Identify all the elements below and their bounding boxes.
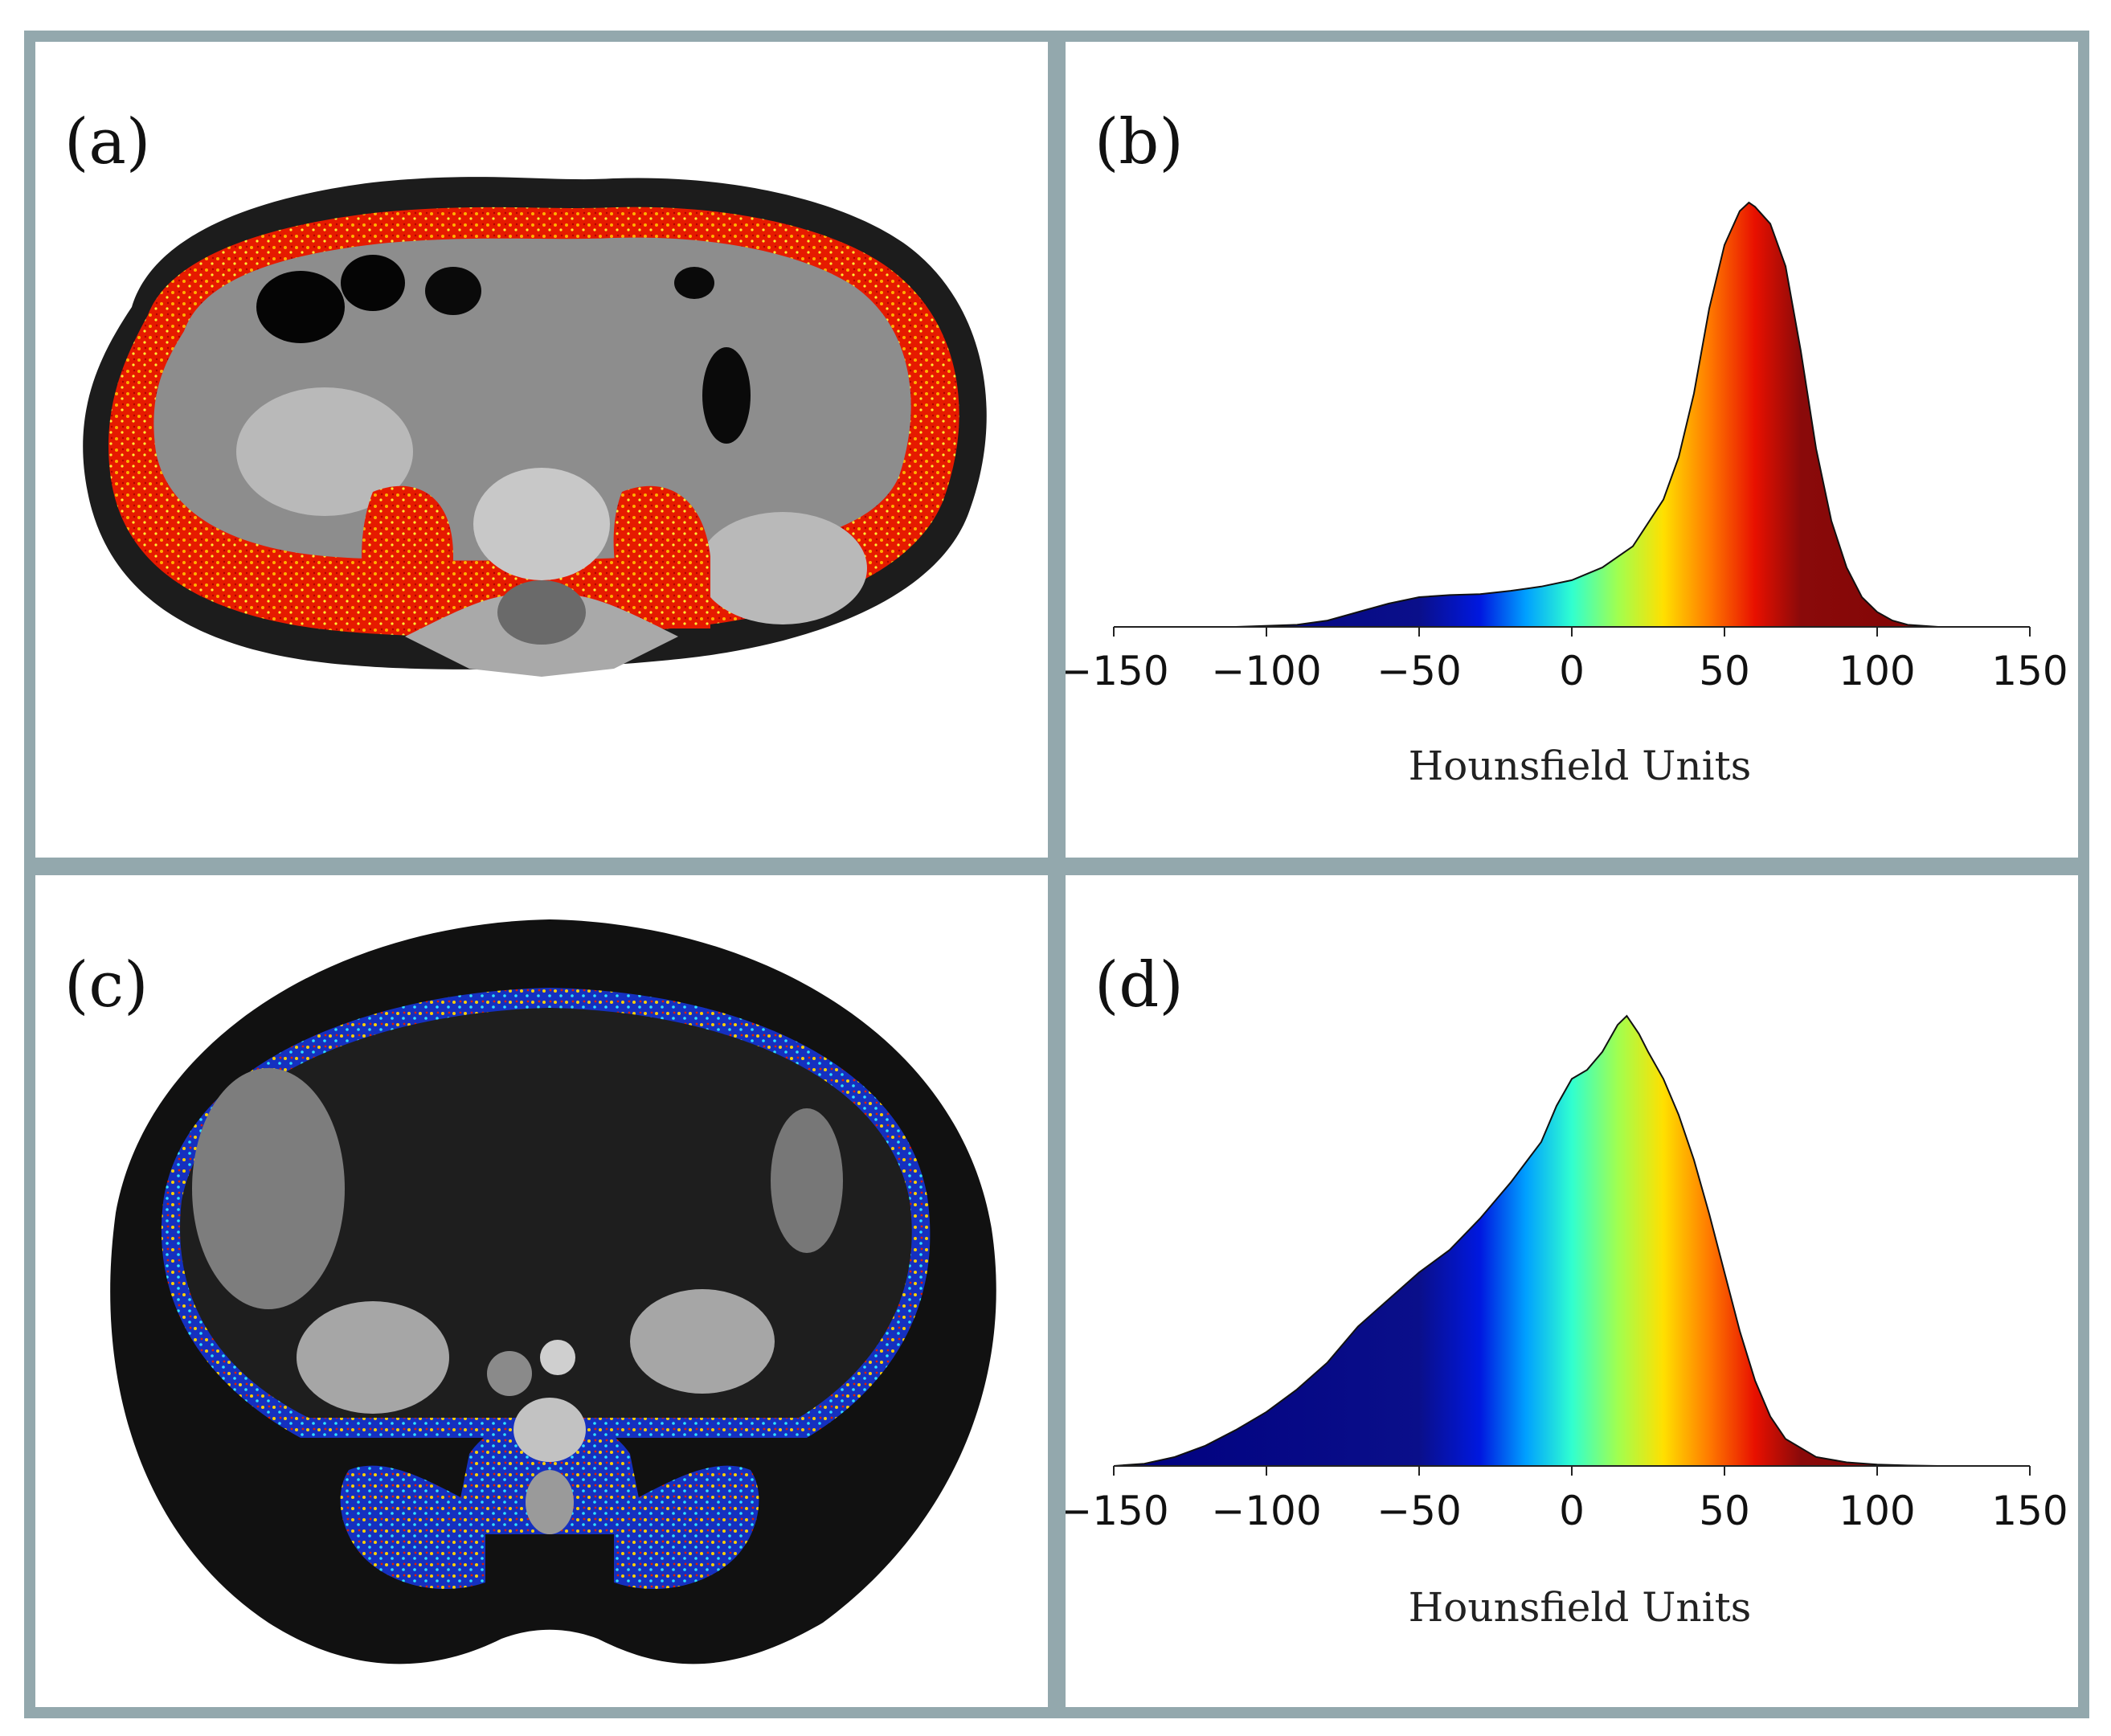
- panel-d: (d) −150 −100 −50 0 50 100 150 Hounsfield Units: [1066, 875, 2078, 1707]
- x-tick-label: 0: [1559, 1488, 1585, 1534]
- panel-label-a: (a): [64, 106, 151, 178]
- ct-image-c: [110, 919, 996, 1664]
- density-area: [1113, 1014, 2030, 1467]
- panel-c: (c): [35, 875, 1048, 1707]
- x-tick-label: −150: [1066, 648, 1169, 694]
- x-tick-label: 100: [1839, 648, 1915, 694]
- x-tick-label: 0: [1559, 648, 1585, 694]
- x-tick-label: −50: [1377, 648, 1462, 694]
- x-tick-label: −100: [1211, 648, 1321, 694]
- panel-label-d: (d): [1094, 949, 1184, 1022]
- x-tick-label: 100: [1839, 1488, 1915, 1534]
- panel-b: (b) −150 −100 −50 0 50 100 150 Hounsfield Units: [1066, 42, 2078, 858]
- panel-label-c: (c): [64, 949, 149, 1022]
- x-axis-label: Hounsfield Units: [1409, 1584, 1752, 1631]
- density-area: [1114, 201, 2030, 628]
- x-tick-label: −50: [1377, 1488, 1462, 1534]
- figure-frame: (a): [24, 31, 2089, 1718]
- panel-label-b: (b): [1094, 106, 1184, 178]
- x-tick-label: −150: [1066, 1488, 1169, 1534]
- histogram-b: −150 −100 −50 0 50 100 150 Hounsfield Units: [1066, 201, 2068, 789]
- histogram-d: −150 −100 −50 0 50 100 150 Hounsfield Units: [1066, 1014, 2068, 1631]
- x-tick-label: −100: [1211, 1488, 1321, 1534]
- panel-a: (a): [35, 42, 1048, 858]
- x-tick-label: 50: [1699, 1488, 1750, 1534]
- x-axis-label: Hounsfield Units: [1409, 743, 1752, 789]
- x-tick-label: 150: [1991, 648, 2068, 694]
- x-tick-label: 50: [1699, 648, 1750, 694]
- ct-image-a: [83, 177, 987, 677]
- x-tick-label: 150: [1991, 1488, 2068, 1534]
